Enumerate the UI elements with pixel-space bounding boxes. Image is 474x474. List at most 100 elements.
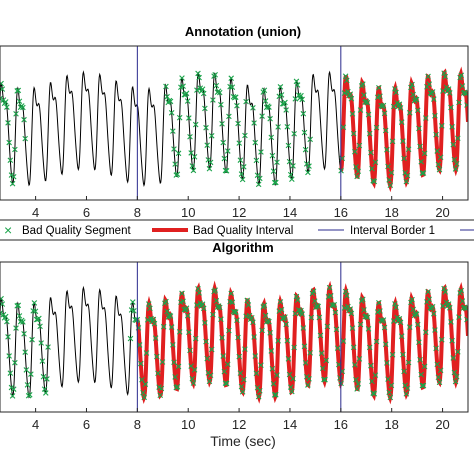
bad-segment-marker bbox=[202, 320, 208, 326]
bad-segment-marker bbox=[252, 353, 259, 359]
bad-segment-marker bbox=[267, 330, 273, 336]
bad-segment-marker bbox=[340, 338, 347, 344]
bad-segment-marker bbox=[342, 288, 349, 295]
bad-segment-marker bbox=[20, 104, 26, 111]
bad-segment-marker bbox=[456, 99, 462, 106]
bad-segment-marker bbox=[409, 296, 415, 303]
bad-segment-marker bbox=[269, 152, 276, 159]
bad-segment-marker bbox=[349, 325, 356, 331]
bad-segment-marker bbox=[432, 327, 438, 333]
bad-segment-marker bbox=[154, 353, 160, 360]
bad-segment-marker bbox=[341, 305, 348, 311]
bad-segment-marker bbox=[350, 344, 357, 351]
bad-segment-marker bbox=[32, 308, 39, 315]
bad-segment-marker bbox=[171, 146, 177, 152]
bad-segment-marker bbox=[241, 376, 247, 383]
legend-label-interval: Bad Quality Interval bbox=[193, 225, 293, 237]
bad-segment-marker bbox=[285, 356, 292, 362]
bad-segment-marker bbox=[347, 91, 354, 97]
x-tick-label: 14 bbox=[283, 205, 297, 220]
bad-segment-marker bbox=[0, 86, 6, 92]
bad-segment-marker bbox=[366, 344, 373, 351]
bad-segment-marker bbox=[369, 378, 375, 385]
bad-segment-marker bbox=[232, 94, 239, 100]
bad-segment-marker bbox=[275, 338, 281, 344]
bad-segment-marker bbox=[194, 302, 200, 308]
x-tick-label: 16 bbox=[334, 205, 348, 220]
bad-segment-marker bbox=[163, 83, 169, 90]
x-tick-label: 18 bbox=[384, 417, 398, 432]
bad-segment-marker bbox=[400, 138, 406, 144]
bad-segment-marker bbox=[278, 92, 285, 98]
bad-segment-marker bbox=[180, 83, 186, 89]
bad-segment-marker bbox=[401, 155, 407, 162]
bad-segment-marker bbox=[342, 73, 349, 79]
bad-segment-marker bbox=[255, 393, 262, 400]
x-axis-label: Time (sec) bbox=[210, 433, 276, 449]
bad-segment-marker bbox=[452, 166, 459, 172]
bad-segment-marker bbox=[164, 308, 170, 315]
bad-segment-marker bbox=[0, 310, 3, 317]
bad-segment-marker bbox=[183, 90, 190, 97]
bad-segment-marker bbox=[436, 166, 443, 173]
bad-segment-marker bbox=[306, 376, 312, 382]
bad-segment-marker bbox=[381, 110, 388, 117]
bad-segment-marker bbox=[0, 295, 4, 302]
bad-segment-marker bbox=[404, 172, 411, 179]
bad-segment-marker bbox=[301, 343, 308, 350]
legend-item-segment: × Bad Quality Segment bbox=[4, 222, 131, 238]
bad-segment-marker bbox=[385, 376, 391, 382]
bad-segment-marker bbox=[131, 308, 137, 314]
bad-segment-marker bbox=[333, 326, 340, 333]
bad-segment-marker bbox=[261, 87, 268, 94]
bad-segment-marker bbox=[21, 116, 27, 123]
bad-segment-marker bbox=[151, 320, 158, 327]
bad-segment-marker bbox=[2, 99, 9, 105]
bad-segment-marker bbox=[353, 164, 359, 170]
bad-segment-marker bbox=[376, 85, 382, 91]
bad-segment-marker bbox=[459, 83, 466, 89]
bad-segment-marker bbox=[266, 104, 272, 110]
bad-segment-marker bbox=[143, 350, 150, 356]
bad-segment-marker bbox=[15, 302, 22, 309]
bad-segment-marker bbox=[323, 357, 329, 364]
bad-segment-marker bbox=[437, 367, 444, 374]
bad-segment-marker bbox=[384, 360, 390, 366]
bad-segment-marker bbox=[413, 311, 420, 317]
legend-label-segment: Bad Quality Segment bbox=[22, 225, 131, 237]
bad-segment-marker bbox=[179, 75, 185, 81]
bad-segment-marker bbox=[396, 101, 403, 107]
bad-segment-marker bbox=[235, 334, 241, 341]
bad-segment-marker bbox=[403, 391, 410, 397]
bad-segment-marker bbox=[442, 289, 449, 295]
bad-segment-marker bbox=[305, 169, 311, 176]
bad-segment-marker bbox=[259, 113, 265, 119]
bad-segment-marker bbox=[242, 346, 248, 352]
panel-bottom-plot-area bbox=[0, 262, 468, 412]
bad-segment-marker bbox=[463, 305, 468, 312]
bad-segment-marker bbox=[432, 113, 438, 119]
x-tick-label: 4 bbox=[32, 417, 39, 432]
bad-segment-marker bbox=[12, 146, 18, 153]
bad-segment-marker bbox=[416, 125, 422, 132]
x-tick-label: 6 bbox=[83, 417, 90, 432]
bad-segment-marker bbox=[5, 334, 11, 340]
bad-segment-marker bbox=[221, 155, 228, 162]
bad-segment-marker bbox=[179, 290, 185, 297]
bad-segment-marker bbox=[189, 163, 196, 169]
bad-segment-marker bbox=[218, 316, 224, 323]
bad-segment-marker bbox=[237, 157, 244, 163]
bad-segment-marker bbox=[439, 336, 445, 343]
bad-segment-marker bbox=[226, 113, 232, 120]
bad-segment-marker bbox=[326, 284, 333, 291]
legend-box bbox=[0, 219, 474, 241]
bad-segment-markers-top bbox=[0, 70, 468, 189]
bad-segment-marker bbox=[251, 334, 257, 340]
bad-segment-marker bbox=[448, 104, 454, 111]
bad-segment-marker bbox=[164, 93, 170, 100]
bad-segment-marker bbox=[234, 102, 240, 109]
bad-segment-marker bbox=[332, 309, 339, 316]
bad-segment-marker bbox=[322, 376, 328, 383]
bad-segment-marker bbox=[208, 346, 215, 353]
bad-segment-marker bbox=[243, 98, 249, 105]
